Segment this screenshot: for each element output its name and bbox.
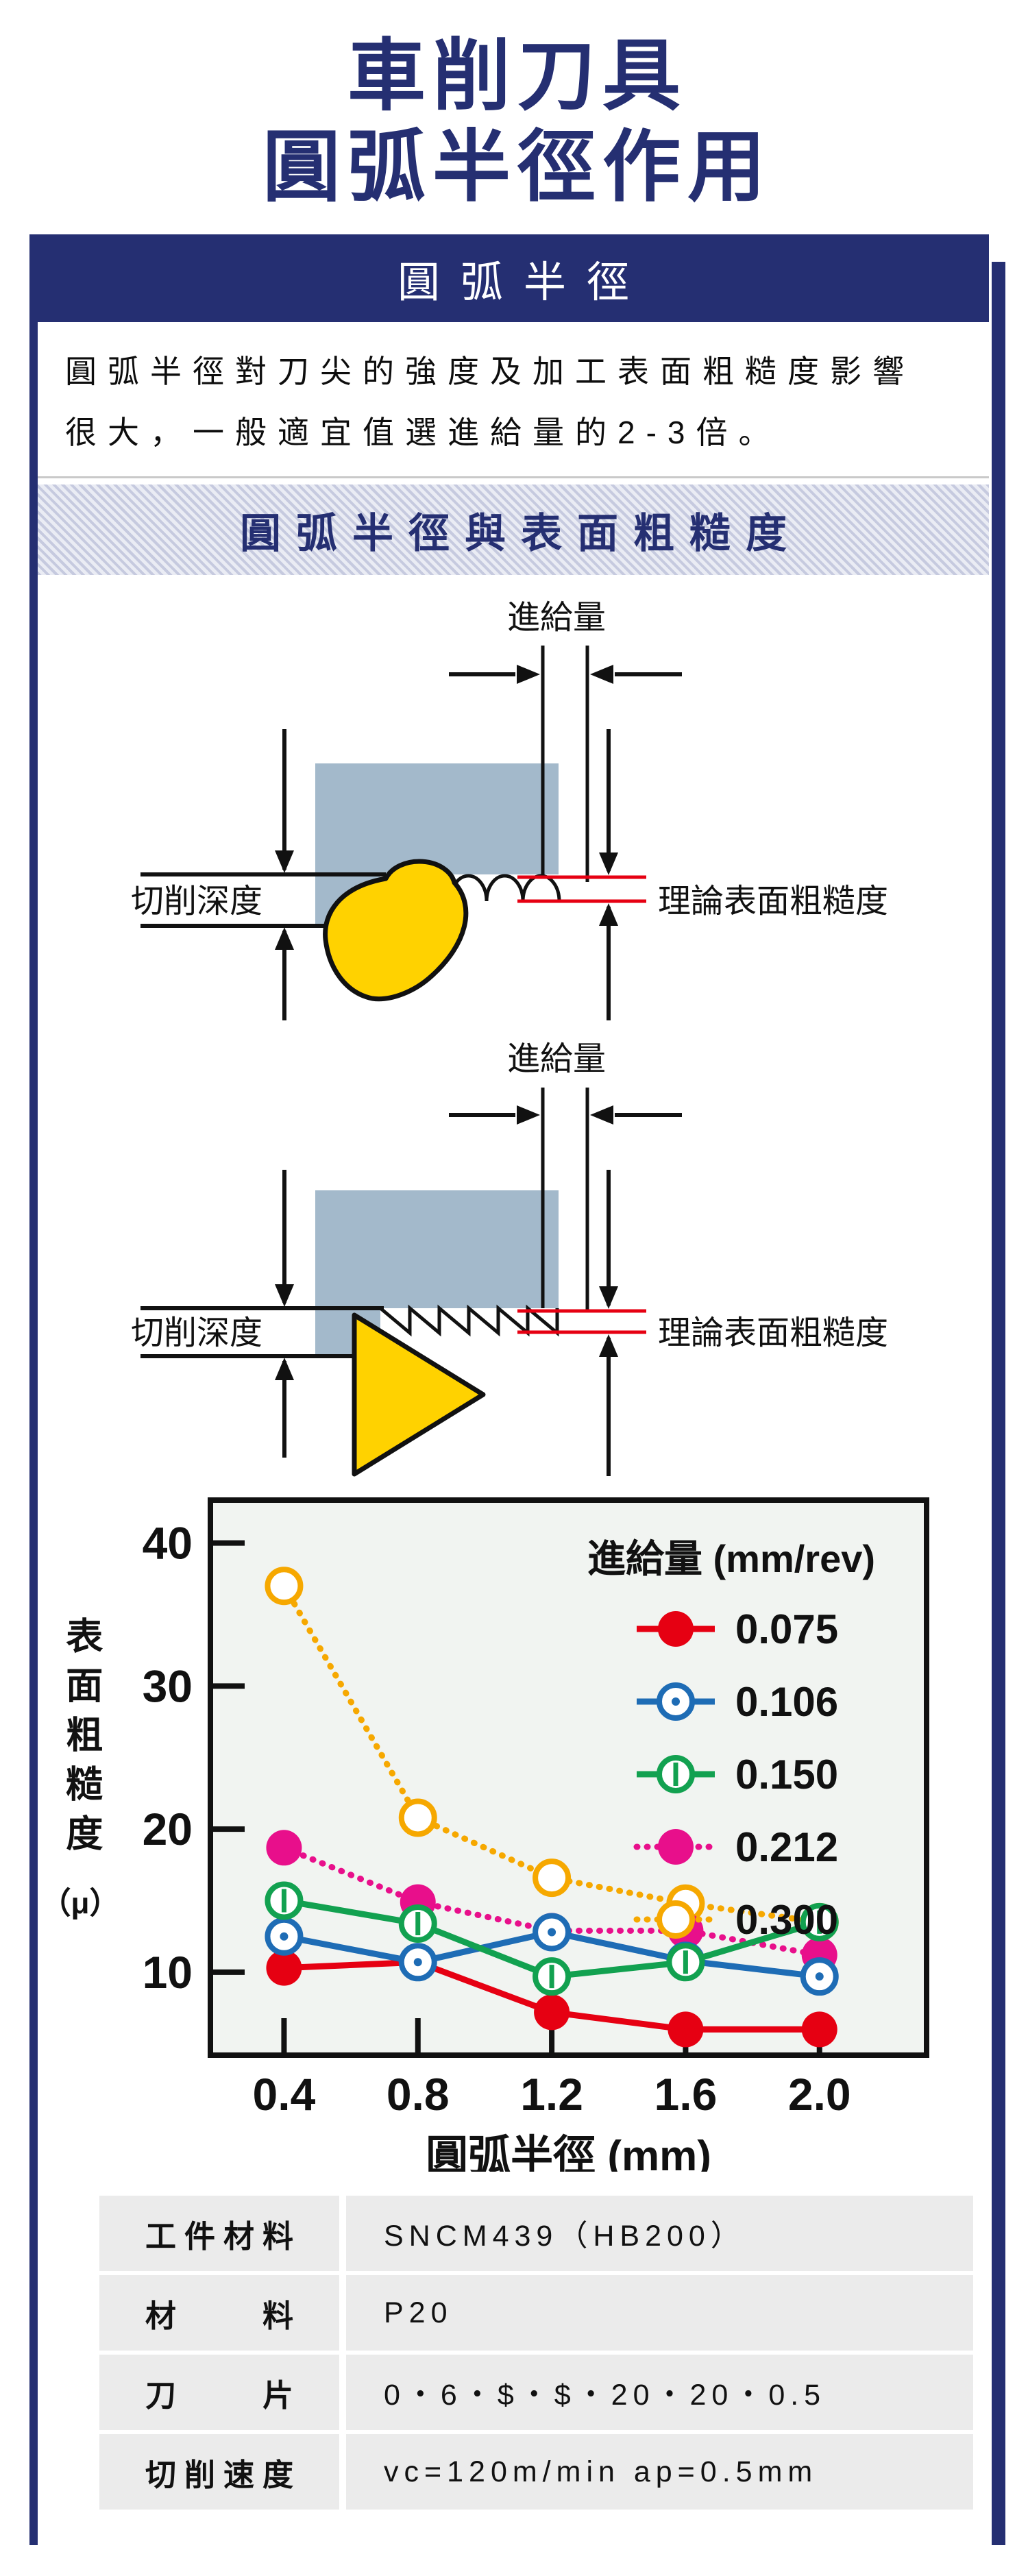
svg-text:0.150: 0.150: [735, 1752, 838, 1798]
frame-right-border: [992, 261, 1005, 2546]
section-header-radius: 圓弧半徑: [38, 234, 989, 322]
svg-text:0.106: 0.106: [735, 1679, 838, 1725]
spec-value-cell: SNCM439（HB200）: [346, 2196, 973, 2272]
roughness-label: 理論表面粗糙度: [658, 1315, 888, 1351]
table-row: 材 料 P20: [99, 2275, 973, 2351]
diagram-sharp-insert: 進給量 切削深度: [131, 1041, 888, 1477]
spec-value-cell: vc=120m/min ap=0.5mm: [346, 2434, 973, 2510]
svg-text:0.8: 0.8: [387, 2069, 450, 2120]
table-row: 刀 片 0・6・$・$・20・20・0.5: [99, 2355, 973, 2431]
content-frame: 圓弧半徑 圓弧半徑對刀尖的強度及加工表面粗糙度影響 很大，一般適宜值選進給量的2…: [29, 234, 1005, 2546]
table-row: 工件材料 SNCM439（HB200）: [99, 2196, 973, 2272]
svg-text:1.6: 1.6: [654, 2069, 718, 2120]
spec-label-cell: 切削速度: [99, 2434, 339, 2510]
roughness-label: 理論表面粗糙度: [658, 883, 888, 920]
chart-y-axis-label: 表面粗糙度 （μ）: [41, 1480, 120, 2172]
frame-left-border: [29, 234, 38, 2546]
insert-shape: [352, 1312, 486, 1477]
svg-text:0.212: 0.212: [735, 1824, 838, 1870]
svg-text:圓弧半徑 (mm): 圓弧半徑 (mm): [426, 2133, 711, 2172]
roughness-dimension: 理論表面粗糙度: [517, 729, 888, 1021]
y-axis-title: 表面粗糙度: [60, 1617, 101, 1864]
spec-value-cell: P20: [346, 2275, 973, 2351]
depth-label: 切削深度: [131, 1315, 262, 1351]
page-title-line2: 圓弧半徑作用: [262, 124, 772, 212]
roughness-dimension: 理論表面粗糙度: [517, 1170, 888, 1477]
svg-text:1.2: 1.2: [520, 2069, 583, 2120]
spec-label-cell: 材 料: [99, 2275, 339, 2351]
diagram-round-insert: 進給量 切削深度: [131, 600, 888, 1021]
feed-dimension: 進給量: [449, 1041, 682, 1312]
svg-text:2.0: 2.0: [788, 2069, 851, 2120]
svg-text:0.075: 0.075: [735, 1606, 838, 1652]
workpiece-shape: [315, 1190, 559, 1357]
feed-label: 進給量: [507, 600, 606, 636]
svg-text:40: 40: [143, 1518, 193, 1569]
feed-label: 進給量: [507, 1041, 606, 1077]
depth-dimension: 切削深度: [131, 1170, 384, 1458]
section-banner-roughness: 圓弧半徑與表面粗糙度: [38, 484, 989, 576]
intro-paragraph: 圓弧半徑對刀尖的強度及加工表面粗糙度影響 很大，一般適宜值選進給量的2-3倍。: [38, 322, 989, 479]
spec-label-cell: 工件材料: [99, 2196, 339, 2272]
depth-label: 切削深度: [131, 883, 262, 920]
svg-text:10: 10: [143, 1947, 193, 1998]
table-row: 切削速度 vc=120m/min ap=0.5mm: [99, 2434, 973, 2510]
svg-text:20: 20: [143, 1804, 193, 1854]
spec-label-cell: 刀 片: [99, 2355, 339, 2431]
page-title: 車削刀具 圓弧半徑作用: [0, 31, 1028, 214]
spec-value-cell: 0・6・$・$・20・20・0.5: [346, 2355, 973, 2431]
y-axis-unit: （μ）: [40, 1887, 120, 1921]
page-title-line1: 車削刀具: [347, 33, 687, 120]
roughness-chart-svg: 10 20 30 40 0.4 0.8 1.2 1.6 2.0 圓弧半徑 (mm) 進給量 (mm/…: [143, 1497, 929, 2172]
roughness-chart: 表面粗糙度 （μ） 10 20 30 40 0.4 0.8 1.2 1.6 2.0 圓弧半徑 (m…: [41, 1480, 989, 2172]
svg-text:0.4: 0.4: [253, 2069, 316, 2120]
svg-text:0.300: 0.300: [735, 1897, 838, 1943]
svg-text:進給量 (mm/rev): 進給量 (mm/rev): [587, 1537, 875, 1580]
spec-table: 工件材料 SNCM439（HB200） 材 料 P20 刀 片 0・6・$・$・…: [99, 2196, 973, 2510]
svg-text:30: 30: [143, 1661, 193, 1712]
machined-surface-sawtooth: [379, 1304, 559, 1337]
depth-dimension: 切削深度: [131, 729, 386, 1021]
feed-dimension: 進給量: [449, 600, 682, 883]
insert-shape: [323, 859, 469, 1002]
